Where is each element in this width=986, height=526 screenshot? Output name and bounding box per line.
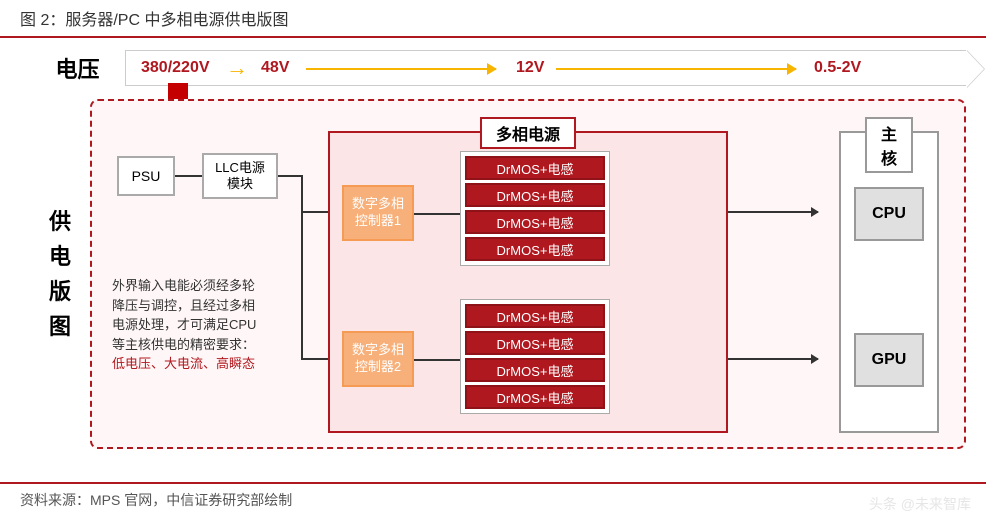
side-label: 供电版图 xyxy=(30,204,90,345)
drmos-block: DrMOS+电感 xyxy=(465,237,605,261)
multiphase-title: 多相电源 xyxy=(480,117,576,149)
controller-1: 数字多相控制器1 xyxy=(342,185,414,241)
voltage-arrow-bar: 380/220V → 48V 12V 0.5-2V xyxy=(125,50,966,86)
drmos-block: DrMOS+电感 xyxy=(465,385,605,409)
core-region: 主核 CPU GPU xyxy=(839,131,939,433)
diagram-content: 电压 380/220V → 48V 12V 0.5-2V 供电版图 PSU LL… xyxy=(0,38,986,468)
llc-block: LLC电源模块 xyxy=(202,153,278,199)
drmos-block: DrMOS+电感 xyxy=(465,358,605,382)
controller-2: 数字多相控制器2 xyxy=(342,331,414,387)
drmos-group-2: DrMOS+电感 DrMOS+电感 DrMOS+电感 DrMOS+电感 xyxy=(460,299,610,414)
drmos-block: DrMOS+电感 xyxy=(465,156,605,180)
connector-line xyxy=(414,213,460,215)
drmos-group-1: DrMOS+电感 DrMOS+电感 DrMOS+电感 DrMOS+电感 xyxy=(460,151,610,266)
connector-line xyxy=(175,175,202,177)
voltage-stage-1: 48V xyxy=(261,59,289,77)
figure-title: 图 2：服务器/PC 中多相电源供电版图 xyxy=(0,0,986,38)
psu-block: PSU xyxy=(117,156,175,196)
system-boundary: PSU LLC电源模块 多相电源 数字多相控制器1 DrMOS+电感 DrMOS… xyxy=(90,99,966,449)
connector-arrow xyxy=(728,358,818,360)
connector-line xyxy=(414,359,460,361)
diagram-area: 供电版图 PSU LLC电源模块 多相电源 数字多相控制器1 DrMOS+电感 xyxy=(30,94,966,454)
connector-arrow xyxy=(728,211,818,213)
arrow-icon xyxy=(306,68,496,70)
voltage-stage-0: 380/220V xyxy=(141,59,210,77)
drmos-block: DrMOS+电感 xyxy=(465,210,605,234)
voltage-stage-3: 0.5-2V xyxy=(814,59,861,77)
core-title: 主核 xyxy=(865,117,913,173)
note-text: 外界输入电能必须经多轮 降压与调控，且经过多相 电源处理，才可满足CPU 等主核… xyxy=(112,276,292,374)
arrow-icon xyxy=(556,68,796,70)
voltage-row: 电压 380/220V → 48V 12V 0.5-2V xyxy=(30,48,966,88)
voltage-stage-2: 12V xyxy=(516,59,544,77)
cpu-block: CPU xyxy=(854,187,924,241)
arrow-icon: → xyxy=(226,55,248,81)
watermark: 头条 @未来智库 xyxy=(869,494,971,514)
connector-line xyxy=(301,175,303,360)
voltage-label: 电压 xyxy=(30,52,125,84)
drmos-block: DrMOS+电感 xyxy=(465,183,605,207)
source-attribution: 资料来源：MPS 官网，中信证券研究部绘制 xyxy=(0,482,986,516)
gpu-block: GPU xyxy=(854,333,924,387)
drmos-block: DrMOS+电感 xyxy=(465,304,605,328)
connector-line xyxy=(278,175,303,177)
multiphase-region: 多相电源 数字多相控制器1 DrMOS+电感 DrMOS+电感 DrMOS+电感… xyxy=(328,131,728,433)
drmos-block: DrMOS+电感 xyxy=(465,331,605,355)
